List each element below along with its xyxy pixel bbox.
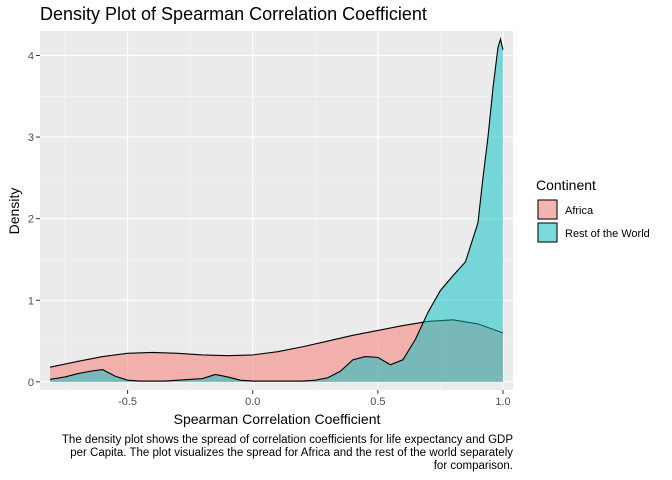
x-axis-ticks: -0.5 0.0 0.5 1.0	[118, 390, 511, 408]
density-areas	[49, 37, 504, 382]
caption-line-2: per Capita. The plot visualizes the spre…	[70, 447, 513, 459]
minor-gridlines	[40, 31, 513, 390]
y-tick-label: 0	[28, 377, 34, 389]
caption: The density plot shows the spread of cor…	[62, 434, 513, 472]
chart-title: Density Plot of Spearman Correlation Coe…	[40, 4, 427, 24]
legend-label-rest-of-world: Rest of the World	[565, 228, 650, 240]
y-axis-ticks: 0 1 2 3 4	[28, 50, 40, 389]
legend: Continent Africa Rest of the World	[536, 177, 650, 243]
caption-line-3: for comparison.	[434, 460, 513, 472]
legend-key-rest-of-world	[537, 222, 558, 243]
caption-line-1: The density plot shows the spread of cor…	[62, 434, 513, 446]
y-tick-label: 2	[28, 214, 34, 226]
y-tick-label: 3	[28, 132, 34, 144]
x-tick-label: 0.5	[370, 396, 385, 408]
legend-label-africa: Africa	[565, 205, 594, 217]
legend-key-africa	[537, 199, 558, 220]
x-tick-label: -0.5	[118, 396, 137, 408]
density-area-rest-of-world	[50, 39, 503, 382]
x-axis-title: Spearman Correlation Coefficient	[174, 411, 381, 427]
legend-title: Continent	[536, 177, 596, 193]
y-axis-title: Density	[6, 188, 22, 235]
x-tick-label: 0.0	[245, 396, 260, 408]
y-tick-label: 1	[28, 295, 34, 307]
density-line-rest-of-world	[49, 37, 504, 382]
y-tick-label: 4	[28, 50, 34, 62]
x-tick-label: 1.0	[495, 396, 510, 408]
